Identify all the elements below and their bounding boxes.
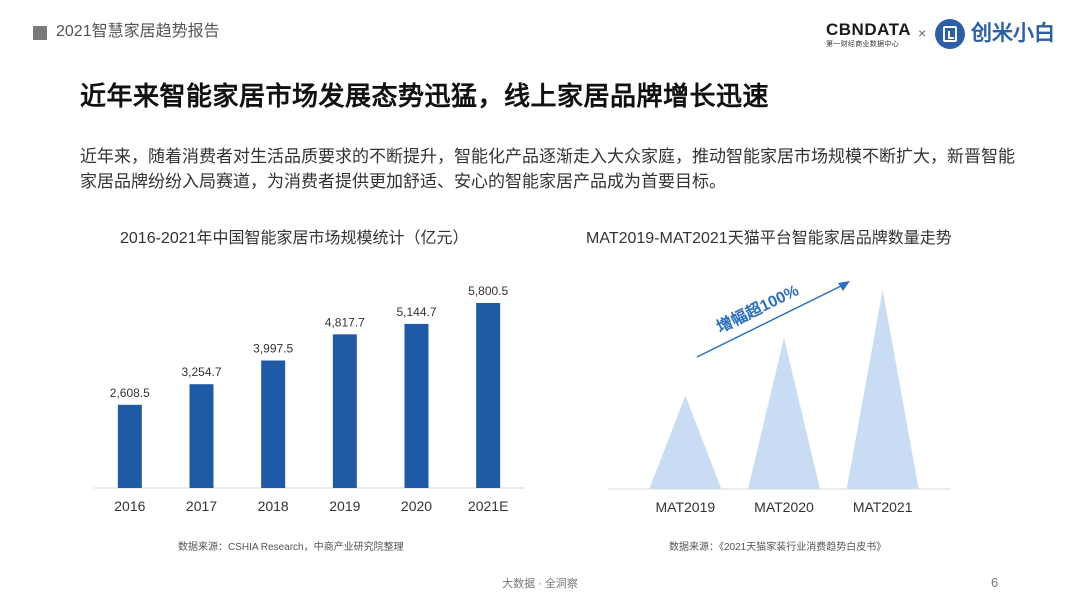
- bar-2016: [117, 404, 142, 488]
- growth-arrowhead-icon: [838, 281, 850, 291]
- footer-tagline: 大数据 · 全洞察: [502, 578, 578, 590]
- bar-2020: [404, 323, 429, 488]
- bar-value-label: 3,997.5: [253, 342, 293, 356]
- bar-category-label: 2020: [401, 498, 432, 514]
- page-number: 6: [991, 575, 999, 590]
- bar-2019: [332, 334, 357, 488]
- brand-logo-text: 创米小白: [971, 22, 1055, 45]
- bar-2017: [189, 384, 214, 488]
- brand-logo-icon: [935, 19, 965, 49]
- bar-2021E: [476, 303, 501, 488]
- header-square-icon: [33, 26, 47, 40]
- bar-value-label: 5,144.7: [396, 305, 436, 319]
- cbndata-logo: CBNDATA 第一财经商业数据中心: [826, 20, 912, 54]
- report-title: 2021智慧家居趋势报告: [56, 23, 220, 40]
- trend-chart-title: MAT2019-MAT2021天猫平台智能家居品牌数量走势: [586, 230, 952, 247]
- bar-chart-source: 数据来源：CSHIA Research，中商产业研究院整理: [178, 542, 404, 553]
- bar-category-label: 2021E: [468, 498, 508, 514]
- bar-chart-title: 2016-2021年中国智能家居市场规模统计（亿元）: [120, 230, 469, 247]
- intro-paragraph: 近年来，随着消费者对生活品质要求的不断提升，智能化产品逐渐走入大众家庭，推动智能…: [80, 147, 1015, 191]
- trend-category-label: MAT2020: [754, 499, 814, 515]
- trend-category-label: MAT2019: [655, 499, 715, 515]
- growth-annotation: 增幅超100%: [713, 281, 801, 337]
- logo-separator: ×: [918, 25, 927, 41]
- bar-category-label: 2017: [186, 498, 217, 514]
- bar-category-label: 2018: [258, 498, 289, 514]
- bar-2018: [261, 360, 286, 488]
- trend-category-label: MAT2021: [853, 499, 913, 515]
- cbndata-logo-text: CBNDATA: [826, 20, 912, 39]
- bar-value-label: 2,608.5: [110, 386, 150, 400]
- bar-value-label: 5,800.5: [468, 284, 508, 298]
- cbndata-logo-subtitle: 第一财经商业数据中心: [826, 41, 899, 48]
- page-title: 近年来智能家居市场发展态势迅猛，线上家居品牌增长迅速: [80, 81, 770, 111]
- bar-value-label: 4,817.7: [325, 315, 365, 329]
- bar-category-label: 2016: [114, 498, 145, 514]
- bar-value-label: 3,254.7: [181, 365, 221, 379]
- triangle-MAT2021: [846, 290, 919, 489]
- bar-category-label: 2019: [329, 498, 360, 514]
- growth-arrow: [696, 284, 844, 358]
- trend-chart-source: 数据来源：《2021天猫家装行业消费趋势白皮书》: [669, 542, 887, 553]
- triangle-MAT2020: [748, 337, 820, 489]
- triangle-MAT2019: [649, 395, 722, 489]
